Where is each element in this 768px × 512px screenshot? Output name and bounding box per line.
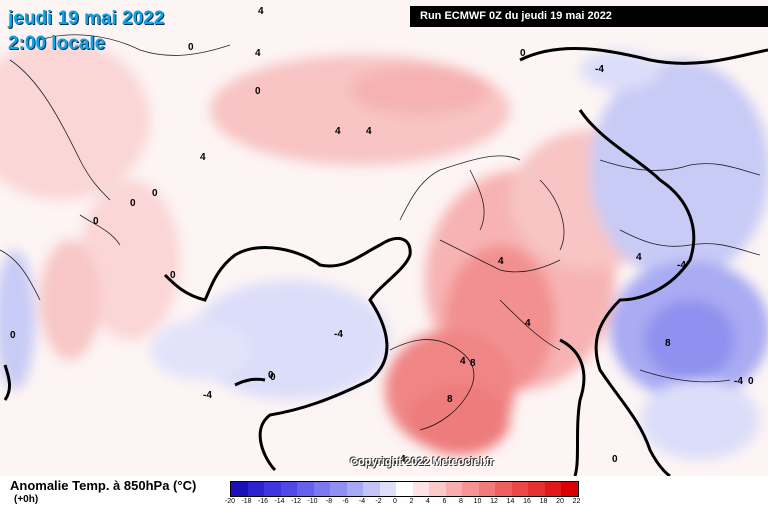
contour-label: 0 <box>152 188 158 199</box>
contour-label: 8 <box>447 394 453 405</box>
contour-label: 0 <box>748 376 754 387</box>
legend-tick-label: -12 <box>290 498 302 505</box>
legend-tick-label: -18 <box>241 498 252 505</box>
contour-label: -4 <box>734 376 743 387</box>
forecast-date: jeudi 19 mai 2022 <box>8 8 165 29</box>
legend-tick-label: 18 <box>539 498 548 505</box>
legend-swatch <box>313 482 330 496</box>
legend-swatch <box>231 482 248 496</box>
contour-label: 4 <box>200 152 206 163</box>
contour-label: 4 <box>255 48 261 59</box>
legend-swatch <box>396 482 413 496</box>
contour-label: 4 <box>400 454 406 465</box>
forecast-time: 2:00 locale <box>8 33 106 54</box>
contour-label: 8 <box>470 358 476 369</box>
legend-tick-label: -4 <box>358 498 366 505</box>
legend-tick-label: -6 <box>342 498 349 505</box>
legend-swatch <box>462 482 479 496</box>
contour-label: 4 <box>498 256 504 267</box>
contour-label: 4 <box>460 356 466 367</box>
legend-swatch <box>264 482 281 496</box>
legend-tick-label: 6 <box>442 498 447 505</box>
contour-label: 0 <box>130 198 136 209</box>
legend-swatch <box>429 482 446 496</box>
legend-swatch <box>544 482 561 496</box>
legend-swatch <box>511 482 528 496</box>
contour-label: 0 <box>10 330 16 341</box>
legend-tick-label: 22 <box>572 498 581 505</box>
legend-swatch <box>247 482 264 496</box>
run-banner: Run ECMWF 0Z du jeudi 19 mai 2022 <box>410 6 768 27</box>
contour-label: 0 <box>268 370 274 381</box>
anomaly-shading <box>0 40 768 460</box>
legend-tick-label: -8 <box>325 498 333 505</box>
color-legend <box>230 481 579 497</box>
legend-swatch <box>363 482 380 496</box>
legend-tick-label: -16 <box>257 498 269 505</box>
legend-swatch <box>561 482 578 496</box>
legend-swatch <box>445 482 462 496</box>
variable-title: Anomalie Temp. à 850hPa (°C) <box>10 478 197 493</box>
legend-tick-label: 10 <box>473 498 482 505</box>
temperature-anomaly-map: 4 0 4 0 4 0 4 0 0 0 -4 0 0 -4 4 -4 4 8 8… <box>0 0 768 476</box>
legend-labels: -20 -18 -16 -14 -12 -10 -8 -6 -4 -2 0 2 4 6 8 10 12 14 16 1… <box>225 498 580 508</box>
contour-label: 0 <box>170 270 176 281</box>
contour-label: 8 <box>665 338 671 349</box>
legend-tick-label: -2 <box>375 498 382 505</box>
legend-swatch <box>495 482 512 496</box>
contour-label: 0 <box>93 216 99 227</box>
contour-labels: 4 0 4 0 4 0 4 0 0 0 -4 0 0 -4 4 -4 4 8 8… <box>10 6 754 465</box>
legend-tick-label: 8 <box>459 498 463 505</box>
legend-swatch <box>478 482 495 496</box>
contour-label: 4 <box>366 126 372 137</box>
legend-tick-label: -20 <box>224 498 236 505</box>
contour-label: 0 <box>255 86 261 97</box>
legend-tick-label: 0 <box>393 498 397 505</box>
legend-tick-label: -10 <box>307 498 318 505</box>
legend-swatch <box>379 482 396 496</box>
legend-swatch <box>297 482 314 496</box>
coastlines <box>0 34 761 431</box>
contour-label: 4 <box>636 252 642 263</box>
contour-label: 4 <box>525 318 531 329</box>
zero-contours <box>3 46 768 476</box>
legend-tick-label: 2 <box>409 498 414 505</box>
contour-label: 0 <box>612 454 618 465</box>
copyright-text: Copyright 2022 Meteociel.fr <box>350 456 494 468</box>
contour-label: -4 <box>203 390 212 401</box>
legend-swatch <box>346 482 363 496</box>
legend-tick-label: 20 <box>556 498 564 505</box>
legend-swatch <box>280 482 297 496</box>
contour-label: 0 <box>270 372 276 383</box>
contour-label: 0 <box>520 48 526 59</box>
contour-label: 4 <box>258 6 264 17</box>
contour-label: -4 <box>595 64 604 75</box>
legend-tick-label: -14 <box>274 498 285 505</box>
legend-tick-label: 16 <box>523 498 531 505</box>
legend-swatch <box>330 482 347 496</box>
lead-time: (+0h) <box>14 494 39 505</box>
legend-tick-label: 14 <box>506 498 515 505</box>
legend-tick-label: 4 <box>426 498 430 505</box>
contour-label: 4 <box>335 126 341 137</box>
legend-swatch <box>412 482 429 496</box>
contour-label: -4 <box>334 329 343 340</box>
legend-tick-label: 12 <box>490 498 498 505</box>
contour-label: -4 <box>677 260 686 271</box>
contour-label: 0 <box>188 42 194 53</box>
legend-swatch <box>528 482 545 496</box>
